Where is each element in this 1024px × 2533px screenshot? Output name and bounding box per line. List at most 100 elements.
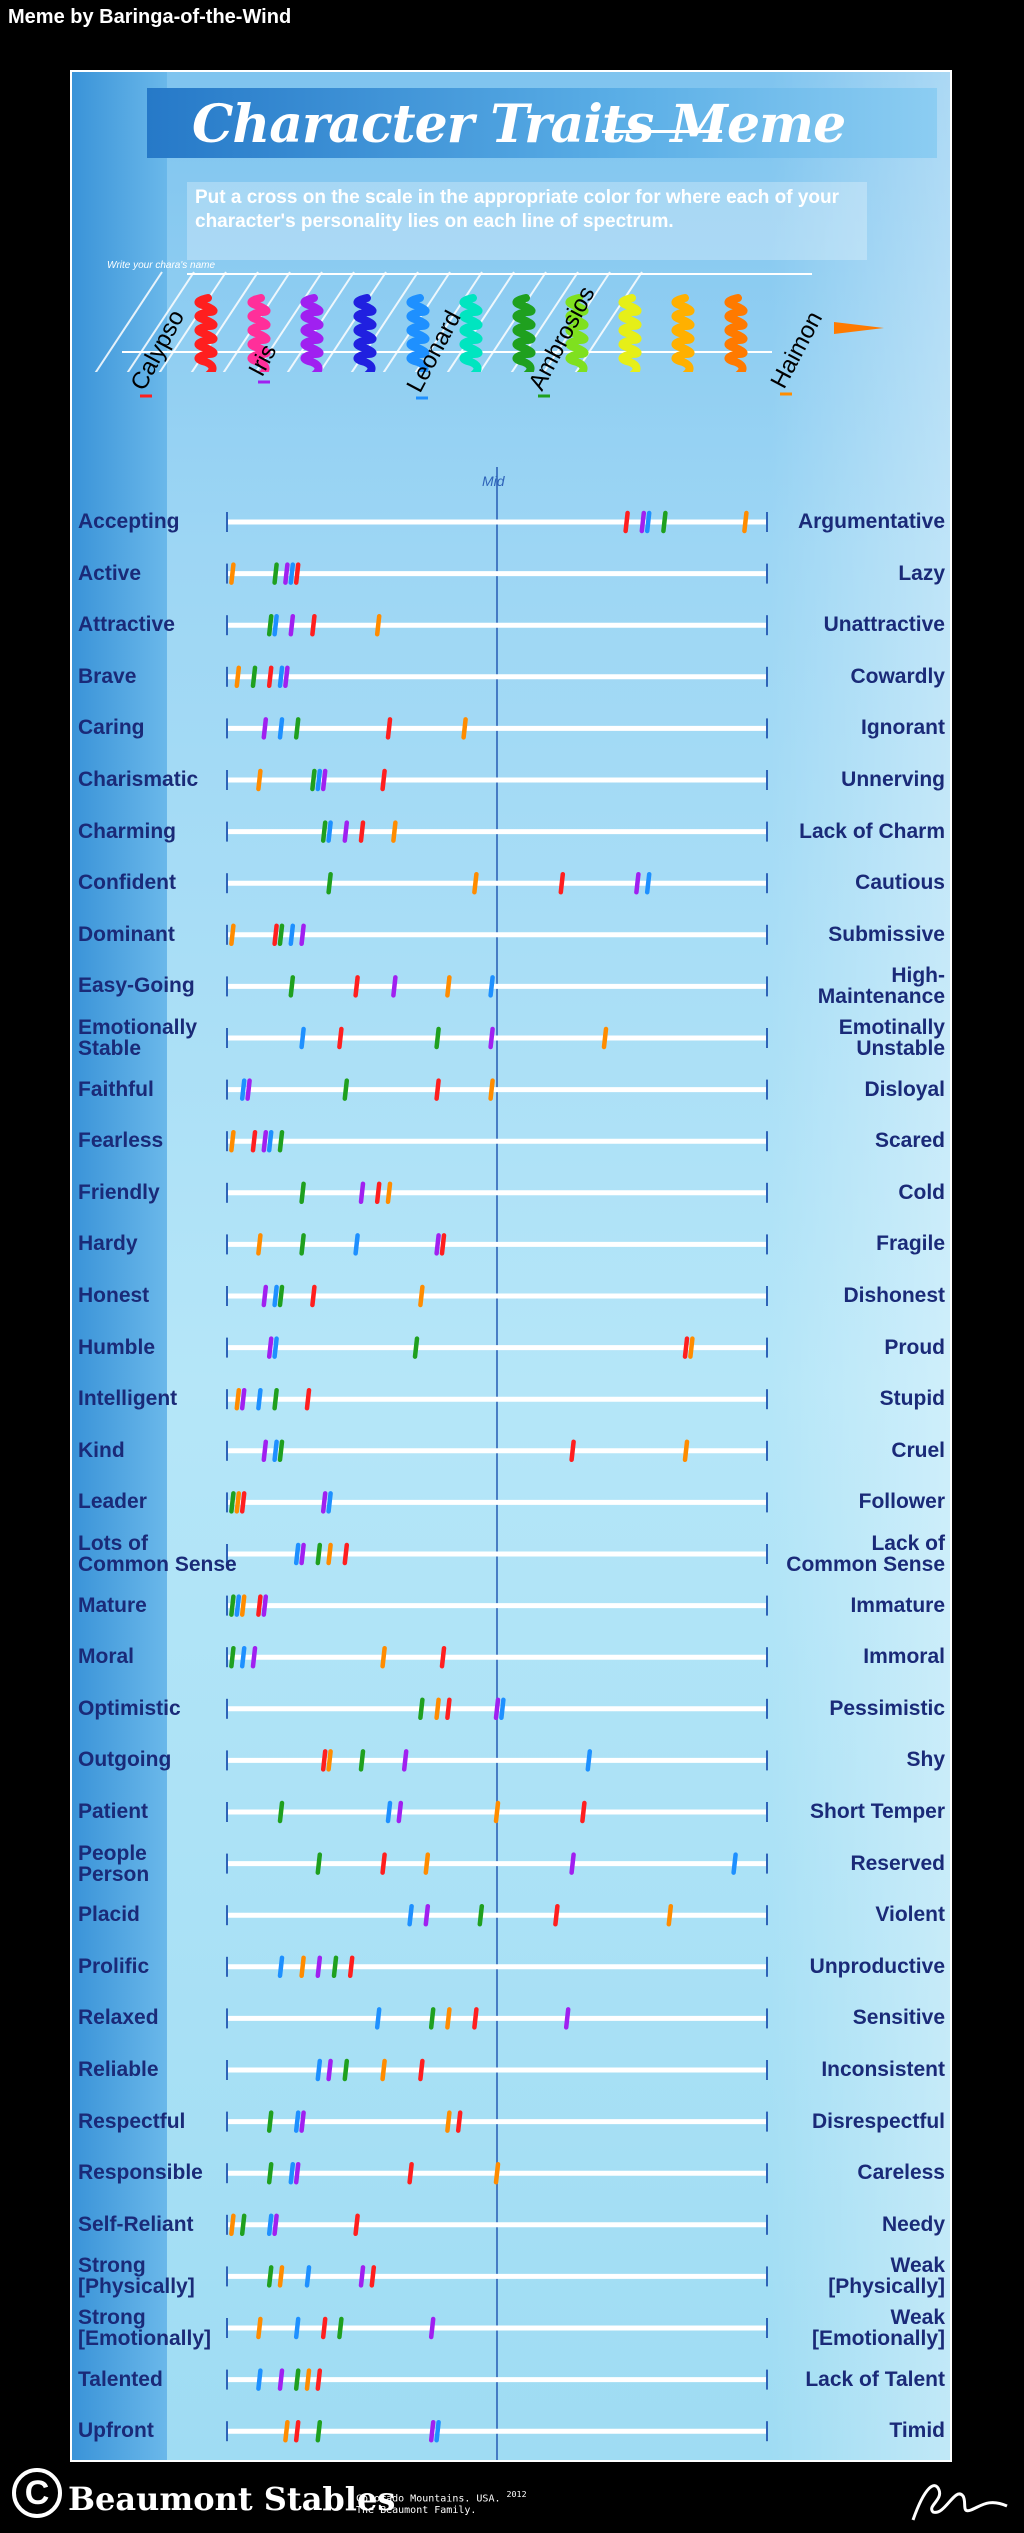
- trait-left-label: Caring: [78, 716, 145, 740]
- trait-mark: [601, 1026, 609, 1050]
- trait-mark: [742, 510, 749, 534]
- trait-mark: [277, 1955, 285, 1979]
- trait-left-label: Strong [Emotionally]: [78, 2306, 212, 2350]
- meme-credit: Meme by Baringa-of-the-Wind: [8, 6, 292, 28]
- trait-mark: [266, 2265, 274, 2288]
- footer-place: Colorado Mountains. USA. 2012 The Beaumo…: [356, 2488, 527, 2517]
- trait-mark: [234, 1491, 242, 1514]
- instructions: Put a cross on the scale in the appropri…: [187, 182, 867, 260]
- trait-mark: [326, 1491, 333, 1514]
- trait-mark: [639, 510, 647, 534]
- trait-row: [226, 1903, 768, 1927]
- trait-mark: [293, 2316, 301, 2340]
- trait-mark: [380, 768, 387, 792]
- trait-row: [226, 820, 768, 843]
- trait-row: [226, 1749, 768, 1772]
- trait-mark: [229, 2213, 236, 2237]
- title-underline: [602, 130, 722, 133]
- trait-mark: [261, 717, 269, 740]
- trait-mark: [245, 1078, 252, 1101]
- trait-mark: [250, 665, 258, 689]
- trait-mark: [358, 1749, 366, 1772]
- trait-mark: [434, 1026, 441, 1050]
- trait-mark: [499, 1697, 506, 1721]
- trait-row: [226, 2265, 768, 2288]
- trait-mark: [445, 2007, 452, 2030]
- trait-row: [226, 2368, 768, 2391]
- trait-row: [226, 2316, 768, 2340]
- trait-mark: [585, 1749, 593, 1772]
- trait-right-label: Weak [Physically]: [828, 2254, 945, 2299]
- trait-mark: [353, 2213, 360, 2237]
- trait-mark: [396, 1800, 404, 1824]
- trait-right-label: Careless: [857, 2161, 945, 2185]
- trait-mark: [342, 1542, 350, 1566]
- trait-mark: [277, 2265, 285, 2288]
- trait-mark: [477, 1903, 485, 1927]
- trait-mark: [239, 1594, 247, 1617]
- trait-right-label: Reserved: [850, 1851, 945, 1875]
- footer-brand: Beaumont Stables: [68, 2480, 396, 2518]
- trait-right-label: Emotinally Unstable: [838, 1016, 945, 1060]
- trait-right-label: Argumentative: [797, 510, 945, 533]
- trait-right-label: Ignorant: [861, 716, 945, 740]
- palette-drop: [512, 294, 536, 372]
- trait-mark: [266, 665, 274, 689]
- trait-right-label: Weak [Emotionally]: [811, 2306, 945, 2350]
- trait-row: [226, 923, 768, 947]
- trait-mark: [553, 1903, 560, 1927]
- trait-mark: [293, 1542, 301, 1566]
- palette-drop: [300, 294, 324, 372]
- trait-mark: [288, 613, 296, 637]
- trait-mark: [439, 1645, 447, 1669]
- trait-mark: [369, 2265, 377, 2288]
- trait-mark: [288, 975, 296, 998]
- trait-mark: [342, 1078, 350, 1101]
- trait-row: [226, 562, 768, 585]
- trait-mark: [569, 1852, 576, 1875]
- trait-left-label: Responsible: [78, 2161, 203, 2185]
- trait-mark: [391, 975, 398, 998]
- trait-mark: [315, 2058, 323, 2082]
- trait-mark: [407, 2161, 414, 2185]
- trait-mark: [337, 1026, 344, 1050]
- footer-place-text: Colorado Mountains. USA.: [356, 2493, 501, 2505]
- palette-strip: [94, 271, 884, 372]
- trait-mark: [261, 1284, 269, 1308]
- trait-row: [226, 1181, 768, 1205]
- trait-mark: [272, 1387, 279, 1411]
- trait-mark: [342, 820, 350, 843]
- trait-mark: [423, 1852, 431, 1875]
- trait-right-label: Fragile: [876, 1232, 945, 1256]
- trait-mark: [401, 1749, 409, 1772]
- trait-mark: [374, 613, 382, 637]
- trait-mark: [385, 717, 393, 740]
- trait-mark: [256, 1387, 263, 1411]
- trait-mark: [488, 1026, 495, 1050]
- trait-right-label: Scared: [874, 1129, 945, 1153]
- character-name: Iris: [243, 340, 282, 381]
- trait-mark: [558, 871, 566, 895]
- trait-right-label: High- Maintenance: [817, 964, 945, 1009]
- trait-mark: [644, 510, 652, 534]
- trait-mark: [261, 1129, 269, 1153]
- trait-left-label: Hardy: [78, 1232, 138, 1256]
- trait-row: [226, 1129, 768, 1153]
- palette-drop: [459, 294, 483, 372]
- trait-left-label: Patient: [78, 1800, 149, 1823]
- trait-row: [226, 2161, 768, 2185]
- trait-mark: [299, 1181, 306, 1205]
- trait-mark: [320, 820, 328, 843]
- trait-mark: [644, 871, 652, 895]
- trait-mark: [428, 2007, 436, 2030]
- trait-mark: [293, 2368, 301, 2391]
- trait-mark: [229, 1129, 236, 1153]
- trait-row: [226, 1645, 768, 1669]
- trait-mark: [304, 1387, 312, 1411]
- trait-mark: [445, 1697, 452, 1721]
- trait-right-label: Stupid: [879, 1387, 945, 1411]
- trait-mark: [455, 2110, 463, 2133]
- trait-row: [226, 1491, 768, 1514]
- trait-row: [226, 2007, 768, 2030]
- trait-mark: [310, 1284, 317, 1308]
